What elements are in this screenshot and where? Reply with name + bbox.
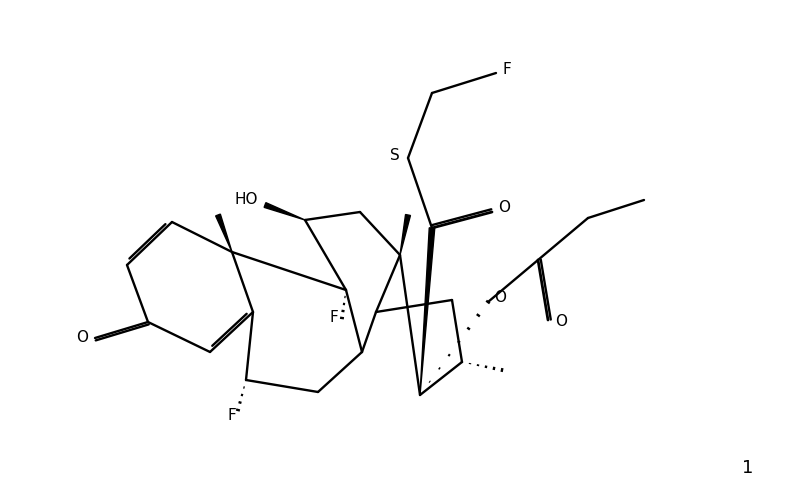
Text: HO: HO	[235, 192, 258, 208]
Polygon shape	[400, 215, 411, 255]
Text: F: F	[329, 310, 338, 326]
Text: F: F	[228, 407, 236, 423]
Text: O: O	[76, 331, 88, 345]
Polygon shape	[216, 214, 232, 252]
Text: O: O	[494, 290, 506, 306]
Text: O: O	[555, 314, 567, 330]
Polygon shape	[420, 228, 435, 395]
Polygon shape	[264, 203, 305, 220]
Text: F: F	[502, 62, 511, 78]
Text: S: S	[390, 148, 400, 162]
Text: O: O	[498, 201, 510, 215]
Text: 1: 1	[743, 459, 754, 477]
